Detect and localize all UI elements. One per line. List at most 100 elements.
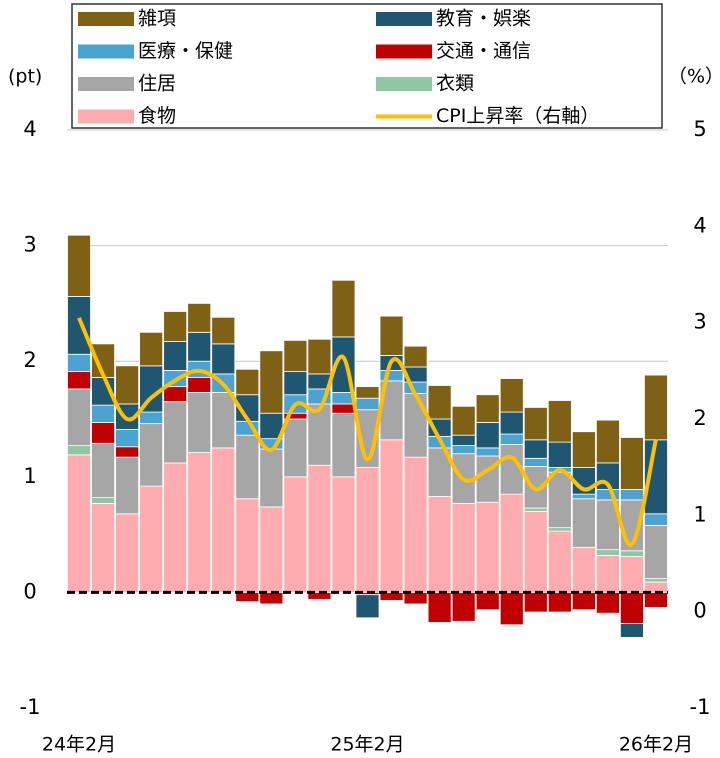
bar-segment bbox=[259, 448, 284, 508]
bar-segment bbox=[620, 437, 644, 490]
bar-segment bbox=[571, 493, 596, 500]
bar-segment bbox=[620, 489, 644, 501]
legend-label: 食物 bbox=[138, 105, 176, 127]
bar-segment bbox=[187, 331, 212, 362]
bar-segment bbox=[283, 476, 308, 593]
bar-segment bbox=[187, 376, 212, 393]
bar-segment bbox=[523, 439, 548, 459]
bar-segment bbox=[67, 454, 91, 593]
bar-segment bbox=[499, 378, 524, 413]
bar-segment bbox=[187, 392, 212, 453]
y-axis-label: (pt) bbox=[8, 66, 42, 88]
bar-segment bbox=[67, 234, 91, 297]
bar-segment bbox=[187, 452, 212, 593]
bar-segment bbox=[595, 592, 620, 614]
bar-segment bbox=[451, 592, 476, 622]
y2-tick-label: 4 bbox=[693, 213, 706, 237]
bar-segment bbox=[67, 371, 91, 390]
bar-segment bbox=[547, 400, 572, 443]
bar-segment bbox=[451, 502, 476, 593]
bar-segment bbox=[523, 511, 548, 593]
bar-segment bbox=[547, 592, 572, 613]
legend-label: 衣類 bbox=[436, 73, 474, 95]
bar-segment bbox=[547, 441, 572, 468]
bar-segment bbox=[523, 457, 548, 467]
bar-segment bbox=[644, 581, 668, 593]
bar-segment bbox=[163, 462, 188, 593]
bar-segment bbox=[91, 404, 115, 423]
legend-swatch bbox=[376, 77, 432, 91]
bar-segment bbox=[355, 467, 380, 593]
y2-tick-label: -1 bbox=[690, 695, 711, 719]
bar-segment bbox=[427, 496, 452, 593]
bar-segment bbox=[571, 546, 596, 593]
legend-box bbox=[71, 3, 663, 129]
y-tick-label: 2 bbox=[23, 348, 36, 372]
y2-axis-label: （%） bbox=[668, 66, 720, 88]
bar-segment bbox=[595, 555, 620, 593]
bar-segment bbox=[355, 594, 380, 619]
bar-segment bbox=[499, 592, 524, 626]
bar-segment bbox=[547, 530, 572, 593]
bar-segment bbox=[644, 374, 668, 441]
bar-segment bbox=[115, 456, 140, 515]
bar-segment bbox=[331, 412, 356, 478]
cpi-line bbox=[77, 317, 658, 547]
legend-swatch bbox=[376, 44, 432, 59]
bar-segment bbox=[451, 405, 476, 436]
bar-segment bbox=[475, 501, 500, 593]
legend-label: 医療・保健 bbox=[138, 40, 233, 62]
y-tick-label: -1 bbox=[20, 695, 41, 719]
bar-segment bbox=[451, 445, 476, 455]
bar-segment bbox=[67, 445, 91, 456]
bar-segment bbox=[379, 439, 404, 593]
bar-segment bbox=[451, 434, 476, 446]
bar-segment bbox=[307, 464, 332, 593]
bar-segment bbox=[211, 447, 236, 593]
x-tick-label: 25年2月 bbox=[330, 734, 404, 756]
bar-segment bbox=[235, 498, 260, 593]
bar-segment bbox=[427, 592, 452, 623]
legend-swatch bbox=[78, 44, 134, 59]
y2-tick-label: 3 bbox=[693, 310, 706, 334]
bar-segment bbox=[620, 623, 644, 638]
bar-segment bbox=[523, 507, 548, 512]
legend-label: 雑項 bbox=[138, 8, 176, 30]
bar-segment bbox=[475, 592, 500, 611]
bar-segment bbox=[139, 331, 164, 367]
bar-segment bbox=[523, 407, 548, 441]
y-tick-label: 0 bbox=[23, 579, 36, 603]
bar-segment bbox=[283, 418, 308, 478]
bar-segment bbox=[403, 456, 428, 593]
bar-segment bbox=[259, 506, 284, 593]
bar-segment bbox=[571, 498, 596, 548]
bar-segment bbox=[211, 316, 236, 345]
bar-segment bbox=[115, 446, 140, 458]
bar-segment bbox=[139, 485, 164, 593]
bar-segment bbox=[163, 341, 188, 371]
y-tick-label: 3 bbox=[23, 233, 36, 257]
bar-segment bbox=[547, 527, 572, 532]
bar-segment bbox=[331, 476, 356, 593]
y2-tick-label: 5 bbox=[693, 117, 706, 141]
bar-segment bbox=[115, 513, 140, 593]
bar-segment bbox=[67, 296, 91, 355]
bar-segment bbox=[139, 411, 164, 425]
bar-segment bbox=[499, 433, 524, 445]
bar-segment bbox=[499, 411, 524, 435]
bar-segment bbox=[283, 339, 308, 373]
bar-segment bbox=[403, 592, 428, 605]
bar-segment bbox=[163, 386, 188, 403]
legend-label: 教育・娯楽 bbox=[436, 8, 531, 30]
bar-segment bbox=[67, 388, 91, 446]
legend-label: 交通・通信 bbox=[436, 40, 531, 62]
bar-segment bbox=[379, 370, 404, 382]
bar-segment bbox=[595, 489, 620, 501]
bar-segment bbox=[547, 471, 572, 529]
bar-segment bbox=[115, 429, 140, 448]
bar-segment bbox=[644, 592, 668, 608]
bar-segment bbox=[379, 315, 404, 356]
bar-segment bbox=[91, 442, 115, 499]
bar-segment bbox=[427, 385, 452, 420]
